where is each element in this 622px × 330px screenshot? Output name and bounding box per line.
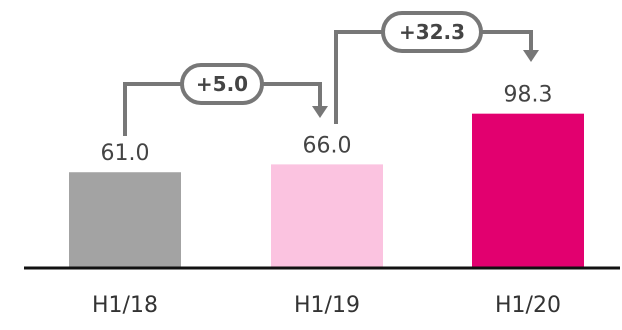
difference-label: +32.3 bbox=[399, 20, 465, 44]
value-label: 98.3 bbox=[504, 83, 553, 108]
difference-pill bbox=[180, 63, 264, 105]
arrow-head-icon bbox=[312, 106, 328, 118]
x-tick-label: H1/20 bbox=[495, 293, 561, 318]
bar-h1-19 bbox=[271, 164, 383, 268]
x-tick-label: H1/18 bbox=[92, 293, 158, 318]
value-label: 66.0 bbox=[303, 133, 352, 158]
bar-h1-18 bbox=[69, 172, 181, 268]
arrow-head-icon bbox=[523, 50, 539, 62]
difference-label: +5.0 bbox=[196, 72, 248, 96]
value-label: 61.0 bbox=[101, 141, 150, 166]
bar-h1-20 bbox=[472, 113, 584, 268]
difference-pill bbox=[381, 11, 483, 53]
x-tick-label: H1/19 bbox=[294, 293, 360, 318]
